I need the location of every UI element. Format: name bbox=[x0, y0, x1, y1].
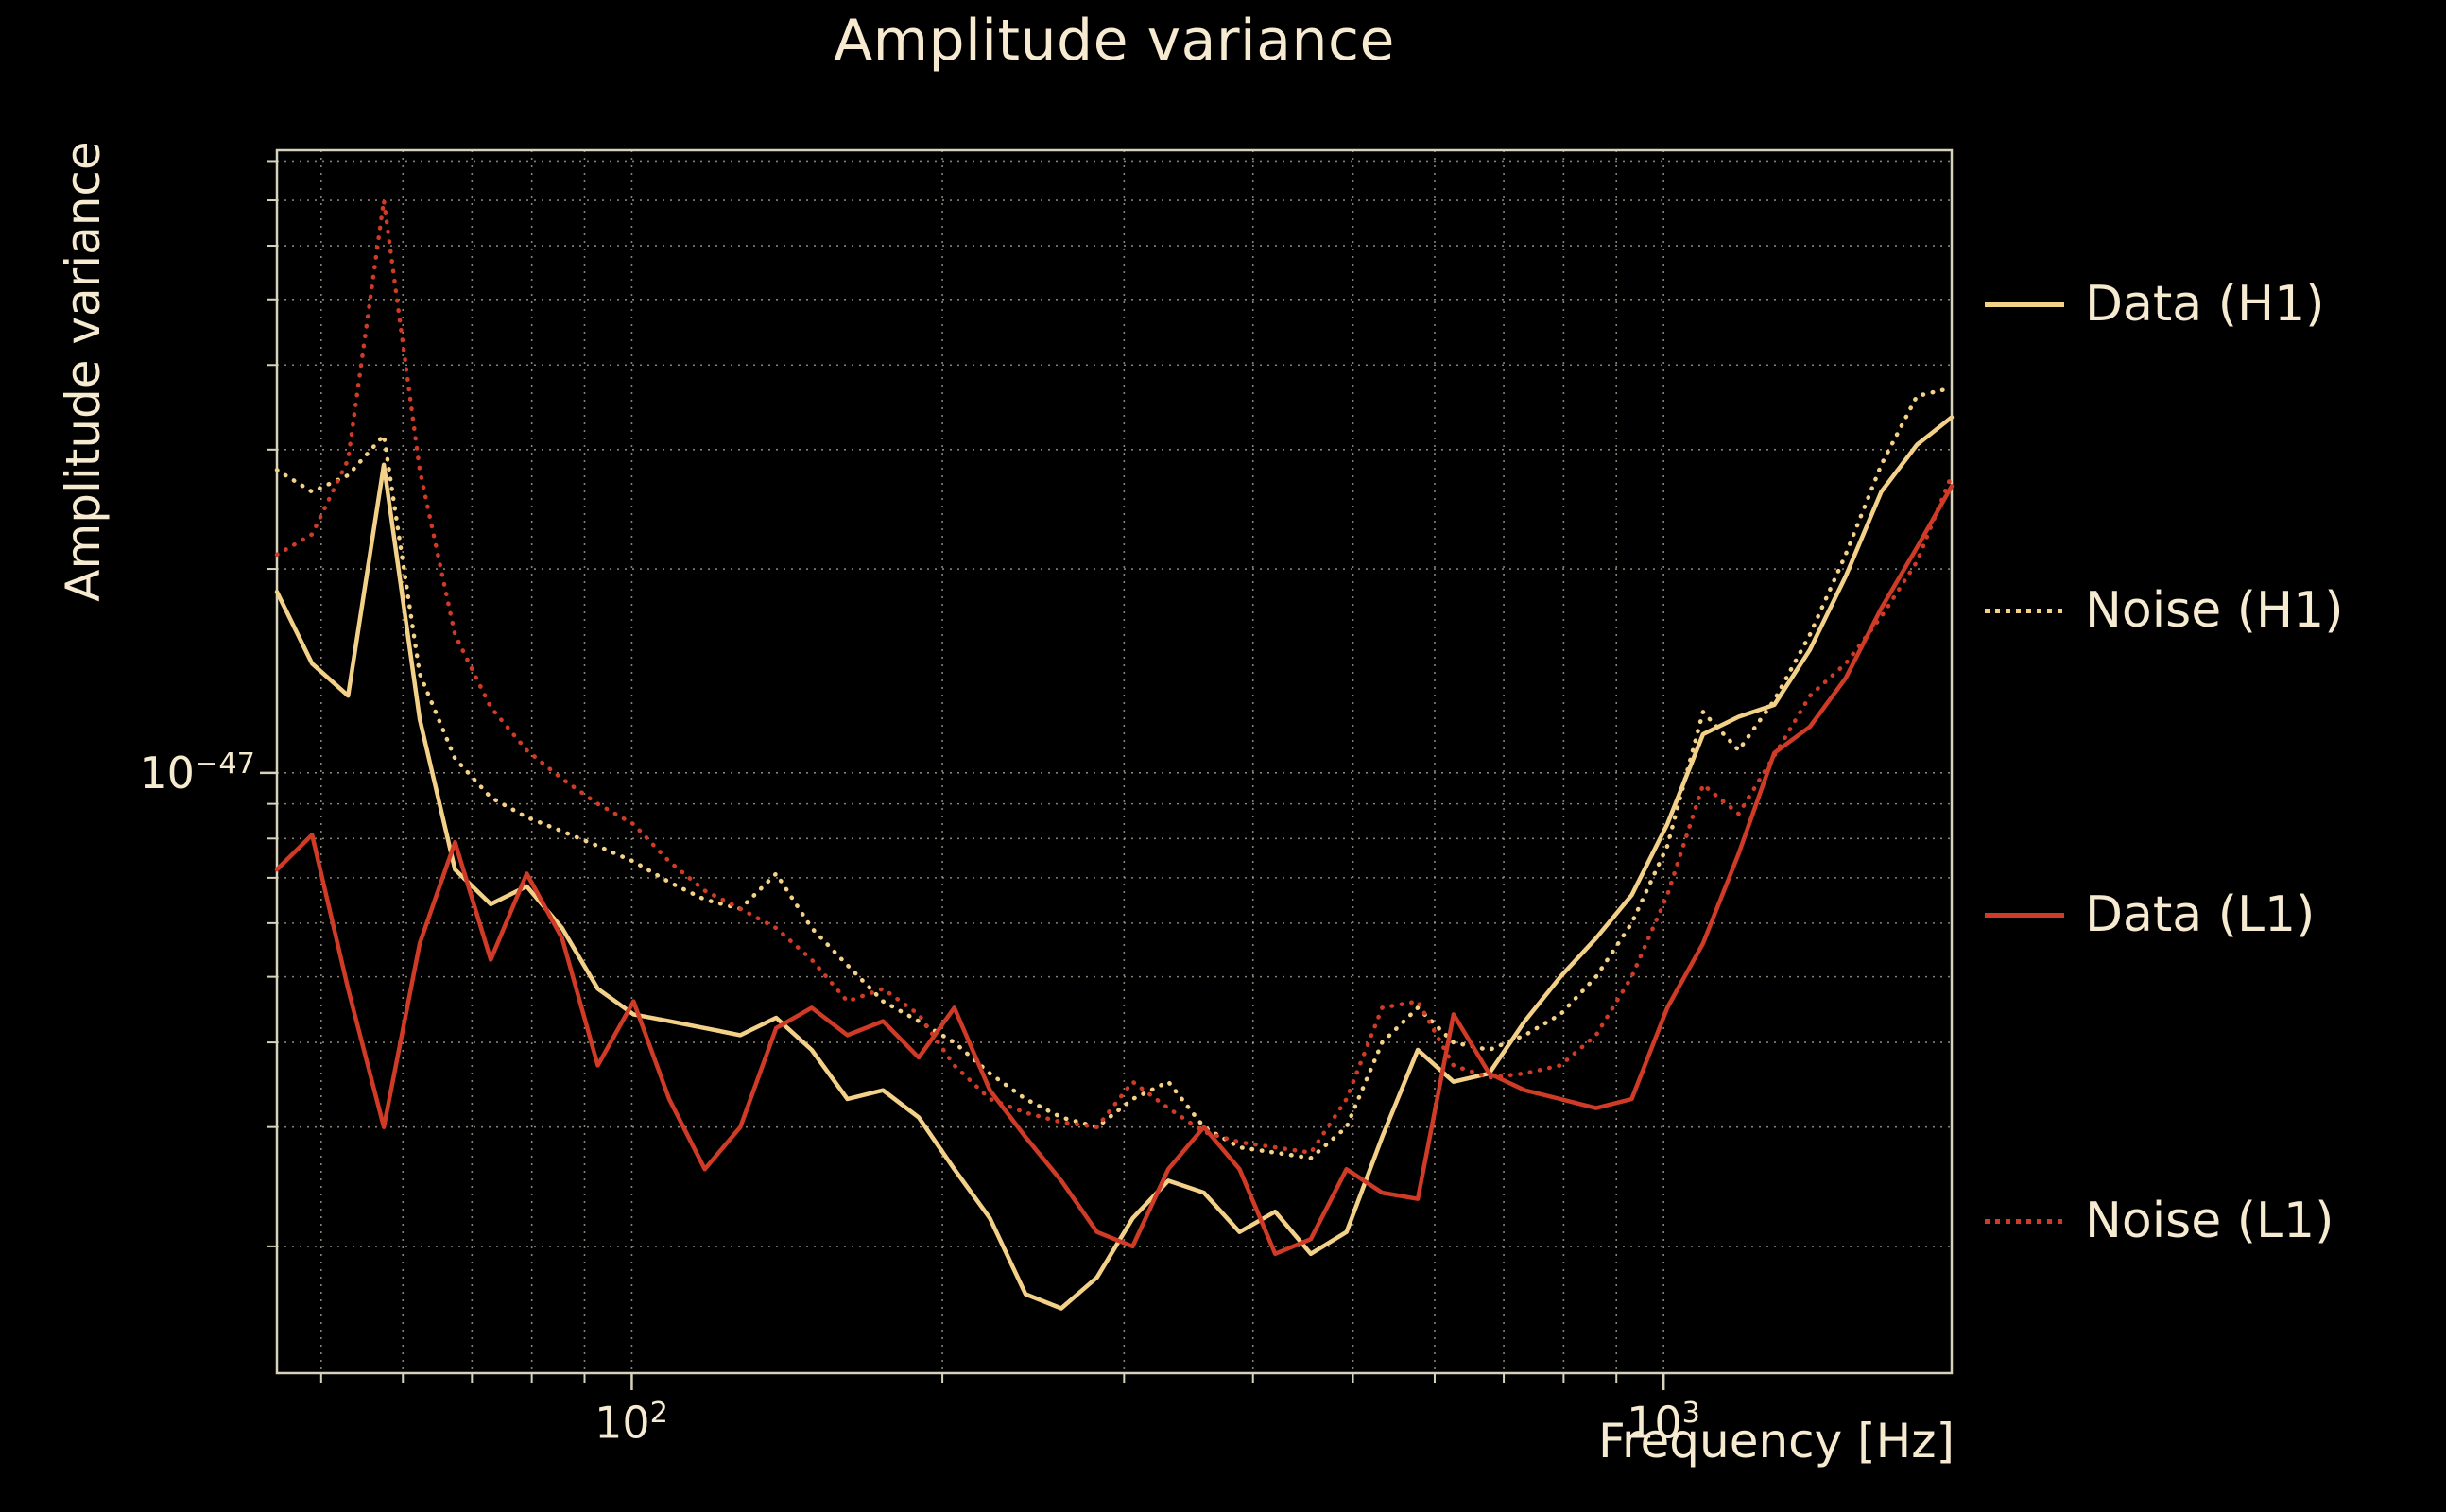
legend-label: Noise (H1) bbox=[2085, 582, 2344, 639]
legend-line-sample-solid-red bbox=[1985, 912, 2064, 918]
y-tick-label-1e-47: 10−47 bbox=[139, 747, 255, 799]
legend-line-sample-dotted-red bbox=[1985, 1218, 2064, 1224]
x-axis-label: Frequency [Hz] bbox=[1597, 1414, 1955, 1469]
legend-line-sample-solid-wheat bbox=[1985, 301, 2064, 307]
legend-label: Data (H1) bbox=[2085, 276, 2325, 333]
legend-item-data-l1: Data (L1) bbox=[1985, 886, 2315, 943]
x-tick-base: 10 bbox=[594, 1397, 650, 1449]
legend-item-noise-h1: Noise (H1) bbox=[1985, 582, 2344, 639]
legend-item-noise-l1: Noise (L1) bbox=[1985, 1193, 2334, 1249]
x-tick-exponent: 3 bbox=[1681, 1397, 1700, 1430]
x-tick-label-100: 102 bbox=[594, 1397, 668, 1448]
x-tick-exponent: 2 bbox=[649, 1397, 668, 1430]
x-tick-label-1000: 103 bbox=[1627, 1397, 1700, 1448]
chart-title: Amplitude variance bbox=[834, 8, 1395, 74]
legend-label: Data (L1) bbox=[2085, 886, 2316, 943]
y-tick-base: 10 bbox=[139, 747, 195, 799]
legend-item-data-h1: Data (H1) bbox=[1985, 276, 2324, 333]
legend-line-sample-dotted-wheat bbox=[1985, 608, 2064, 613]
x-tick-base: 10 bbox=[1627, 1397, 1682, 1449]
legend-label: Noise (L1) bbox=[2085, 1193, 2334, 1249]
y-tick-exponent: −47 bbox=[194, 747, 255, 781]
